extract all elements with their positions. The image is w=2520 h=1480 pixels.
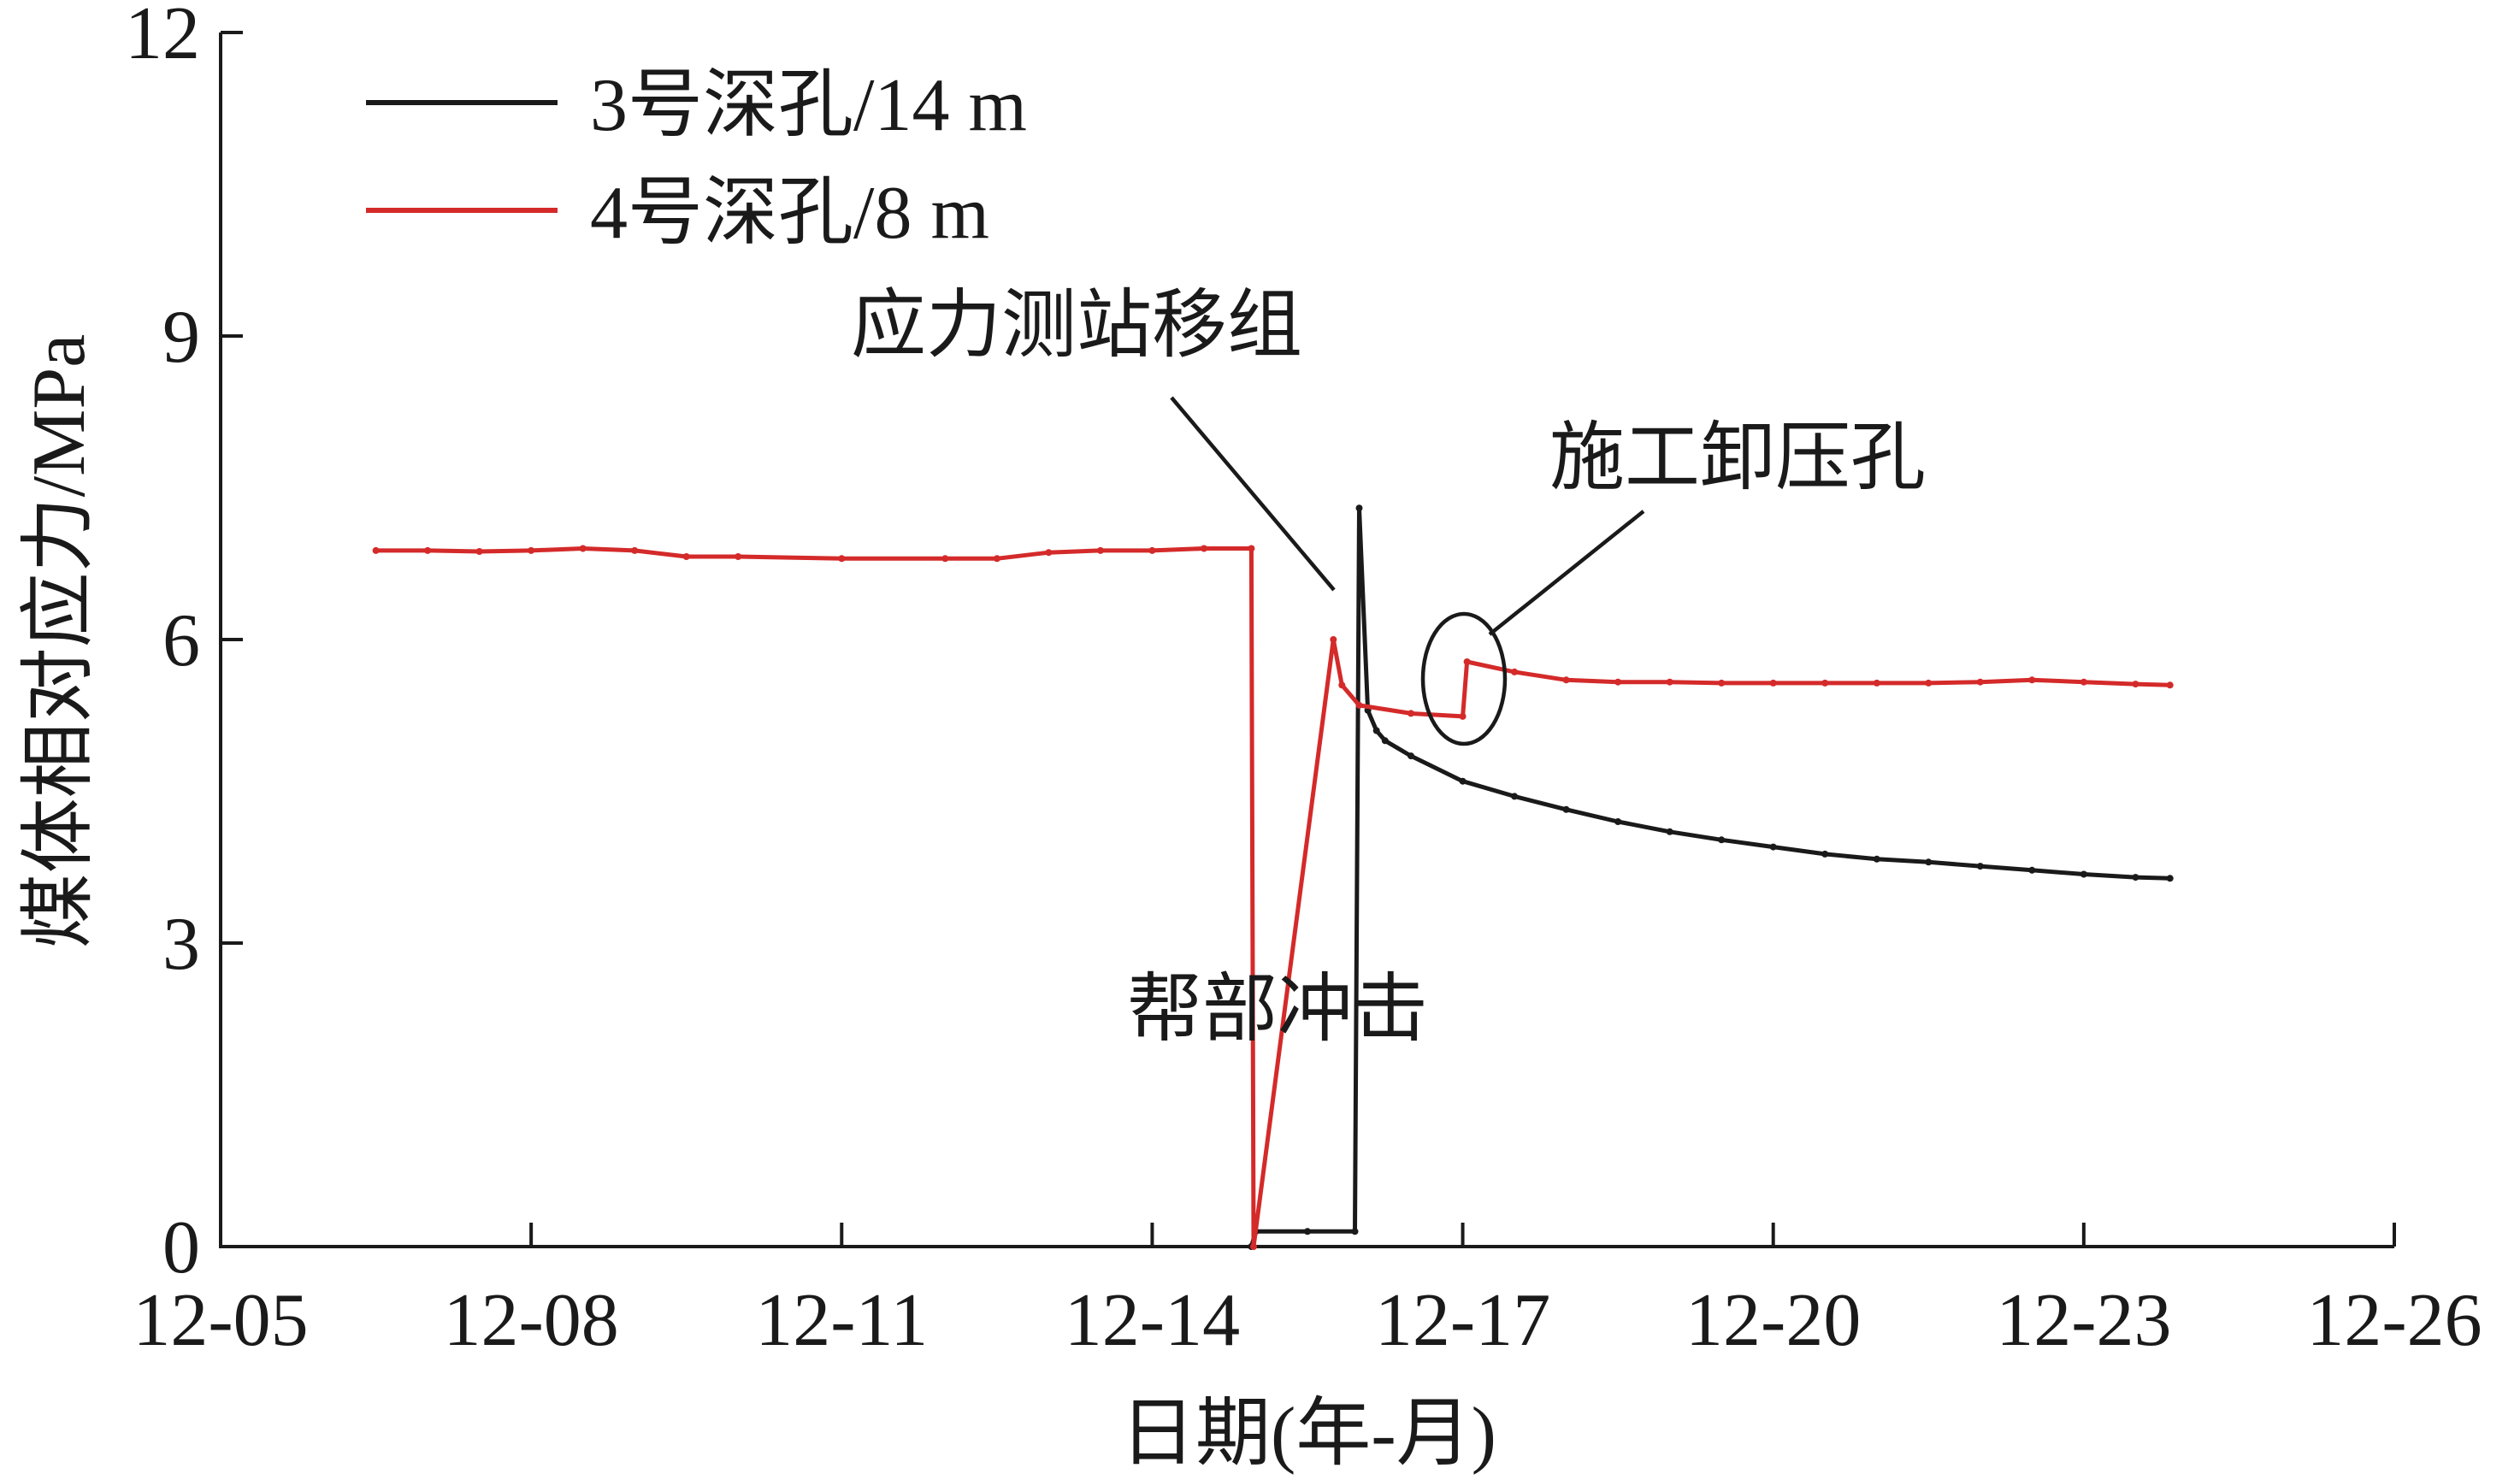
series-1-point: [2132, 874, 2139, 882]
series-2-point: [631, 546, 639, 554]
series-1-point: [2080, 870, 2087, 878]
series-2-point: [1666, 678, 1673, 686]
annotation-rib-burst: 帮部冲击: [1127, 969, 1428, 1052]
series-2-point: [1873, 679, 1880, 687]
series-1-point: [1355, 504, 1363, 512]
series-2-point: [1463, 658, 1471, 665]
series-1-point: [1372, 727, 1380, 734]
annotation-pressure-relief-leader: [1488, 510, 1645, 636]
y-tick-label: 12: [125, 0, 200, 75]
axes: [219, 32, 2394, 1248]
series-1-point: [1821, 850, 1829, 858]
x-tick-label: 12-23: [1996, 1279, 2171, 1362]
annotation-pressure-relief: 施工卸压孔: [1549, 417, 1926, 500]
series-2-point: [1355, 701, 1363, 709]
series-2-point: [838, 555, 846, 563]
series-2-point: [1769, 679, 1777, 687]
y-tick-label: 9: [162, 296, 200, 379]
series-2-point: [1330, 636, 1337, 643]
annotation-station-move: 应力测站移组: [851, 285, 1302, 368]
y-tick-label: 3: [162, 903, 200, 986]
y-tick-label: 0: [162, 1206, 200, 1289]
series-2-point: [1511, 668, 1519, 675]
series-2-point: [1925, 679, 1933, 687]
series-2-point: [424, 546, 432, 554]
series-2-point: [1459, 712, 1467, 720]
annotation-station-move-leader: [1170, 396, 1336, 592]
series-2-point: [1250, 1243, 1257, 1250]
series-2-point: [579, 545, 587, 552]
series-line-2: [375, 546, 2170, 1249]
series-2-point: [941, 555, 949, 563]
x-tick-label: 12-26: [2306, 1279, 2482, 1362]
x-tick-label: 12-11: [755, 1279, 928, 1362]
legend-label-series-2: 4号深孔/8 m: [590, 172, 989, 255]
series-2-point: [2080, 678, 2087, 686]
series-2-point: [1408, 710, 1414, 717]
series-1-point: [1351, 1228, 1359, 1235]
series-1-point: [2166, 875, 2174, 882]
series-2-point: [528, 546, 535, 554]
annotations: 应力测站移组 施工卸压孔 帮部冲击: [851, 285, 1926, 1052]
series-2-point: [1045, 549, 1053, 557]
series-2-point: [993, 555, 1000, 563]
series-2-point: [1718, 679, 1726, 687]
series-line-1: [1248, 505, 2170, 1247]
series-2-point: [1976, 678, 1984, 686]
series-1-point: [1304, 1228, 1311, 1235]
y-tick-label: 6: [162, 599, 200, 682]
series-2-point: [1248, 545, 1255, 552]
x-tick-label: 12-08: [443, 1279, 618, 1362]
series-1-point: [1459, 777, 1467, 785]
series-1-point: [1976, 863, 1984, 870]
series-1-point: [2028, 866, 2036, 874]
x-tick-label: 12-17: [1375, 1279, 1550, 1362]
x-axis-title: 日期(年-月): [1120, 1393, 1496, 1476]
series-1-point: [1408, 752, 1414, 760]
series-1-point: [1718, 836, 1726, 844]
series-1-point: [1562, 805, 1570, 813]
series-2-point: [1338, 681, 1346, 689]
series-2-point: [1614, 678, 1622, 686]
series-1-point: [1925, 858, 1933, 866]
series-layer: [372, 504, 2174, 1250]
series-1-point: [1614, 818, 1622, 825]
series-2-point: [372, 546, 380, 554]
series-2-point: [1562, 676, 1570, 684]
legend-label-series-1: 3号深孔/14 m: [590, 64, 1027, 147]
x-tick-label: 12-20: [1685, 1279, 1861, 1362]
series-2-point: [2028, 676, 2036, 684]
legend: 3号深孔/14 m 4号深孔/8 m: [366, 64, 1027, 255]
x-tick-label: 12-14: [1065, 1279, 1240, 1362]
series-2-point: [1821, 679, 1829, 687]
x-tick-label: 12-05: [133, 1279, 308, 1362]
y-ticks: 0 3 6 9 12: [125, 0, 243, 1289]
series-1-point: [1873, 855, 1880, 863]
series-2-point: [1148, 546, 1156, 554]
series-2-point: [2166, 681, 2174, 689]
series-2-point: [1201, 545, 1207, 552]
series-1-point: [1769, 843, 1777, 851]
annotation-pressure-relief-circle: [1420, 611, 1508, 746]
y-axis-title: 煤体相对应力/MPa: [18, 334, 101, 949]
series-1-point: [1511, 793, 1519, 800]
series-2-point: [2132, 681, 2139, 688]
series-2-point: [735, 553, 742, 560]
series-2-point: [475, 548, 483, 555]
series-2-point: [682, 553, 690, 560]
series-2-point: [1096, 546, 1104, 554]
series-1-point: [1381, 737, 1389, 745]
series-1-point: [1666, 828, 1673, 835]
x-ticks: 12-05 12-08 12-11 12-14 12-17 12-20 12-23 12-26: [133, 1223, 2482, 1362]
